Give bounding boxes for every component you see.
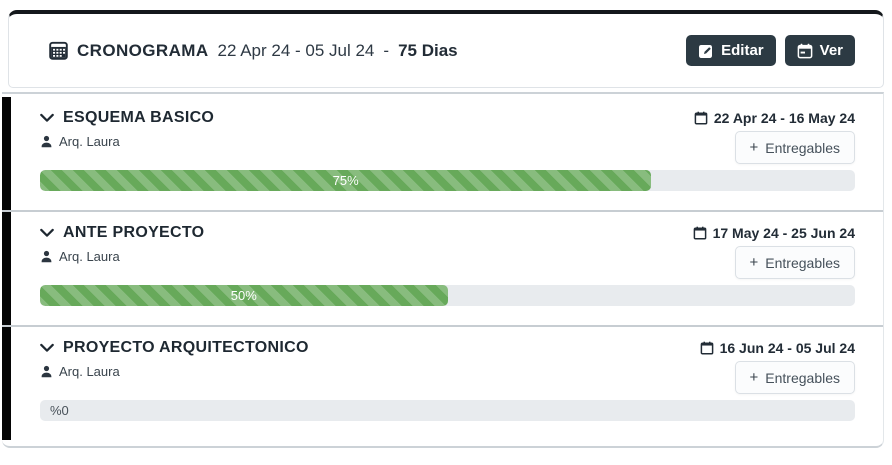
chevron-down-icon[interactable] bbox=[40, 113, 54, 123]
phase-title-group[interactable]: ANTE PROYECTO bbox=[40, 224, 204, 242]
plus-icon: + bbox=[749, 254, 759, 271]
chevron-down-icon[interactable] bbox=[40, 228, 54, 238]
progress-label: 75% bbox=[332, 173, 359, 188]
phase-head: PROYECTO ARQUITECTONICO 16 Jun 24 - 05 J… bbox=[40, 339, 855, 357]
section-divider bbox=[2, 210, 883, 212]
add-entregables-button[interactable]: + Entregables bbox=[734, 131, 855, 164]
phase-date-range: 16 Jun 24 - 05 Jul 24 bbox=[700, 340, 855, 356]
calendar-outline-icon bbox=[693, 226, 707, 240]
progress-fill: 50% bbox=[40, 285, 448, 306]
chevron-down-icon[interactable] bbox=[40, 343, 54, 353]
person-icon bbox=[40, 135, 53, 148]
progress-label: 50% bbox=[230, 288, 257, 303]
phase-head: ANTE PROYECTO 17 May 24 - 25 Jun 24 bbox=[40, 224, 855, 242]
person-icon bbox=[40, 365, 53, 378]
progress-bar: 50% bbox=[40, 285, 855, 306]
header-actions: Editar Ver bbox=[686, 35, 855, 66]
progress-bar: 75% bbox=[40, 170, 855, 191]
phase-head: ESQUEMA BASICO 22 Apr 24 - 16 May 24 bbox=[40, 109, 855, 127]
phase-date-range: 17 May 24 - 25 Jun 24 bbox=[693, 225, 855, 241]
assignee-name: Arq. Laura bbox=[59, 364, 120, 379]
phase-date-range: 22 Apr 24 - 16 May 24 bbox=[694, 110, 855, 126]
cronograma-header: CRONOGRAMA 22 Apr 24 - 05 Jul 24 - 75 Di… bbox=[8, 10, 884, 88]
phase-title: PROYECTO ARQUITECTONICO bbox=[63, 339, 309, 356]
assignee: Arq. Laura bbox=[40, 249, 120, 264]
assignee-name: Arq. Laura bbox=[59, 249, 120, 264]
phase-dates-label: 22 Apr 24 - 16 May 24 bbox=[713, 110, 855, 126]
assignee: Arq. Laura bbox=[40, 134, 120, 149]
phase-mid-row: Arq. Laura + Entregables bbox=[40, 131, 855, 164]
phase-section-ante-proyecto: ANTE PROYECTO 17 May 24 - 25 Jun 24 bbox=[2, 212, 883, 325]
edit-button[interactable]: Editar bbox=[686, 35, 776, 66]
edit-button-label: Editar bbox=[721, 42, 764, 59]
phase-dates-label: 16 Jun 24 - 05 Jul 24 bbox=[719, 340, 855, 356]
progress-bar: %0 bbox=[40, 400, 855, 421]
phase-section-esquema-basico: ESQUEMA BASICO 22 Apr 24 - 16 May 24 bbox=[2, 97, 883, 210]
plus-icon: + bbox=[749, 139, 759, 156]
entregables-button-label: Entregables bbox=[765, 139, 840, 156]
entregables-button-label: Entregables bbox=[765, 369, 840, 386]
calendar-view-icon bbox=[797, 43, 813, 59]
phase-mid-row: Arq. Laura + Entregables bbox=[40, 246, 855, 279]
phase-title-group[interactable]: ESQUEMA BASICO bbox=[40, 109, 214, 127]
progress-fill: 75% bbox=[40, 170, 652, 191]
add-entregables-button[interactable]: + Entregables bbox=[734, 246, 855, 279]
assignee-name: Arq. Laura bbox=[59, 134, 120, 149]
phase-title: ANTE PROYECTO bbox=[63, 224, 205, 241]
header-date-range: 22 Apr 24 - 05 Jul 24 bbox=[217, 40, 375, 60]
header-duration: 75 Dias bbox=[398, 40, 458, 60]
calendar-outline-icon bbox=[700, 341, 714, 355]
plus-icon: + bbox=[749, 369, 759, 386]
header-separator: - bbox=[383, 40, 390, 60]
person-icon bbox=[40, 250, 53, 263]
calendar-icon bbox=[49, 41, 68, 60]
assignee: Arq. Laura bbox=[40, 364, 120, 379]
page-title: CRONOGRAMA bbox=[77, 40, 209, 60]
view-button[interactable]: Ver bbox=[784, 35, 855, 66]
phase-section-proyecto-arquitectonico: PROYECTO ARQUITECTONICO 16 Jun 24 - 05 J… bbox=[2, 327, 883, 440]
phase-mid-row: Arq. Laura + Entregables bbox=[40, 361, 855, 394]
section-divider bbox=[2, 325, 883, 327]
phases-card: ESQUEMA BASICO 22 Apr 24 - 16 May 24 bbox=[2, 92, 884, 448]
add-entregables-button[interactable]: + Entregables bbox=[734, 361, 855, 394]
view-button-label: Ver bbox=[819, 42, 843, 59]
phase-title: ESQUEMA BASICO bbox=[63, 109, 215, 126]
phase-dates-label: 17 May 24 - 25 Jun 24 bbox=[712, 225, 855, 241]
phase-title-group[interactable]: PROYECTO ARQUITECTONICO bbox=[40, 339, 309, 357]
header-title-group: CRONOGRAMA 22 Apr 24 - 05 Jul 24 - 75 Di… bbox=[49, 41, 458, 61]
calendar-outline-icon bbox=[694, 111, 708, 125]
progress-label: %0 bbox=[50, 403, 69, 418]
entregables-button-label: Entregables bbox=[765, 254, 840, 271]
pencil-square-icon bbox=[698, 43, 714, 59]
